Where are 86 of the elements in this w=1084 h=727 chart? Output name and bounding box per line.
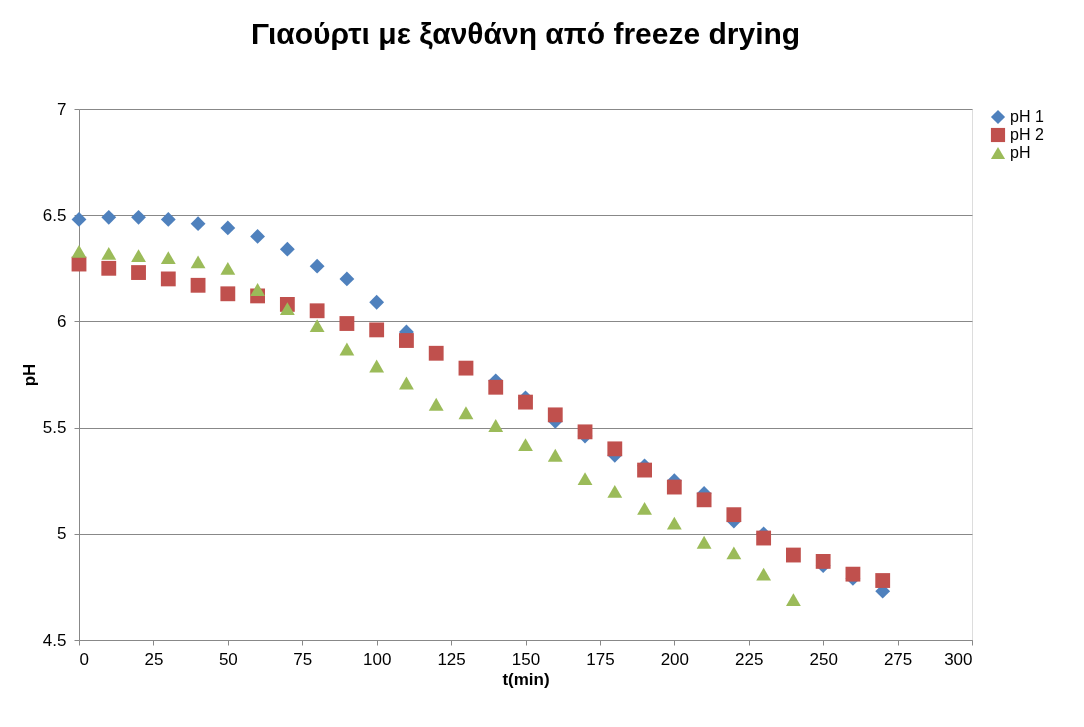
- point: [518, 438, 533, 452]
- point: [547, 448, 563, 462]
- point: [399, 333, 414, 348]
- point: [369, 359, 385, 373]
- x-tick-label: 0: [79, 649, 89, 669]
- point: [190, 216, 206, 232]
- legend-label: pH: [1010, 144, 1031, 161]
- point: [428, 397, 444, 411]
- point: [696, 535, 712, 549]
- point: [726, 507, 742, 523]
- y-axis-title: pH: [19, 363, 39, 387]
- point: [696, 492, 712, 508]
- x-tick-label: 225: [735, 649, 764, 669]
- point: [339, 271, 355, 287]
- point: [279, 241, 295, 257]
- point: [309, 303, 325, 319]
- point: [547, 407, 563, 423]
- point: [131, 209, 146, 225]
- point: [637, 462, 652, 478]
- y-tick-label: 6: [57, 311, 67, 331]
- point: [785, 547, 801, 563]
- point: [399, 376, 414, 390]
- point: [875, 573, 891, 588]
- point: [726, 546, 742, 560]
- x-tick-label: 100: [362, 649, 392, 669]
- point: [339, 316, 355, 331]
- point: [71, 212, 87, 227]
- x-tick-label: 175: [586, 649, 615, 669]
- point: [250, 229, 266, 244]
- point: [785, 593, 801, 607]
- point: [309, 258, 325, 274]
- point: [815, 554, 831, 569]
- point: [220, 220, 236, 236]
- point: [101, 209, 117, 225]
- point: [666, 479, 682, 495]
- point: [101, 260, 117, 276]
- point: [488, 419, 504, 432]
- x-tick-label: 125: [437, 649, 466, 669]
- x-axis-title: t(min): [502, 669, 550, 689]
- point: [607, 484, 623, 498]
- point: [369, 322, 385, 338]
- x-tick-label: 25: [144, 649, 164, 669]
- point: [607, 441, 623, 457]
- point: [250, 283, 266, 296]
- point: [220, 286, 236, 302]
- legend-label: pH 2: [1010, 126, 1044, 143]
- point: [666, 516, 682, 530]
- point: [577, 424, 593, 440]
- point: [637, 501, 652, 515]
- point: [131, 249, 146, 262]
- y-tick-label: 5: [57, 524, 67, 544]
- point: [756, 530, 772, 546]
- x-tick-label: 275: [883, 649, 913, 669]
- point: [845, 566, 861, 582]
- point: [160, 212, 176, 227]
- point: [101, 247, 117, 260]
- x-tick-label: 300: [944, 649, 973, 669]
- point: [71, 244, 87, 258]
- point: [190, 255, 206, 269]
- y-tick-label: 6.5: [42, 205, 67, 225]
- x-tick-label: 150: [511, 649, 541, 669]
- y-tick-label: 5.5: [42, 418, 67, 438]
- point: [339, 342, 355, 356]
- point: [369, 294, 385, 310]
- point: [458, 360, 474, 376]
- point: [160, 271, 176, 287]
- point: [577, 472, 593, 485]
- point: [190, 277, 206, 293]
- legend-label: pH 1: [1010, 108, 1044, 125]
- x-tick-label: 75: [293, 649, 313, 669]
- x-tick-label: 200: [660, 649, 690, 669]
- point: [488, 379, 504, 395]
- x-tick-label: 50: [218, 649, 238, 669]
- point: [309, 319, 325, 333]
- point: [131, 265, 146, 280]
- point: [518, 394, 533, 410]
- point: [428, 345, 444, 361]
- point: [279, 302, 295, 316]
- point: [220, 261, 236, 275]
- y-tick-label: 7: [57, 99, 67, 119]
- point: [458, 406, 474, 420]
- chart-title: Γιαούρτι με ξανθάνη από freeze drying: [250, 17, 801, 50]
- y-tick-label: 4.5: [42, 630, 67, 650]
- point: [160, 251, 176, 265]
- point: [756, 567, 772, 581]
- x-tick-label: 250: [809, 649, 838, 669]
